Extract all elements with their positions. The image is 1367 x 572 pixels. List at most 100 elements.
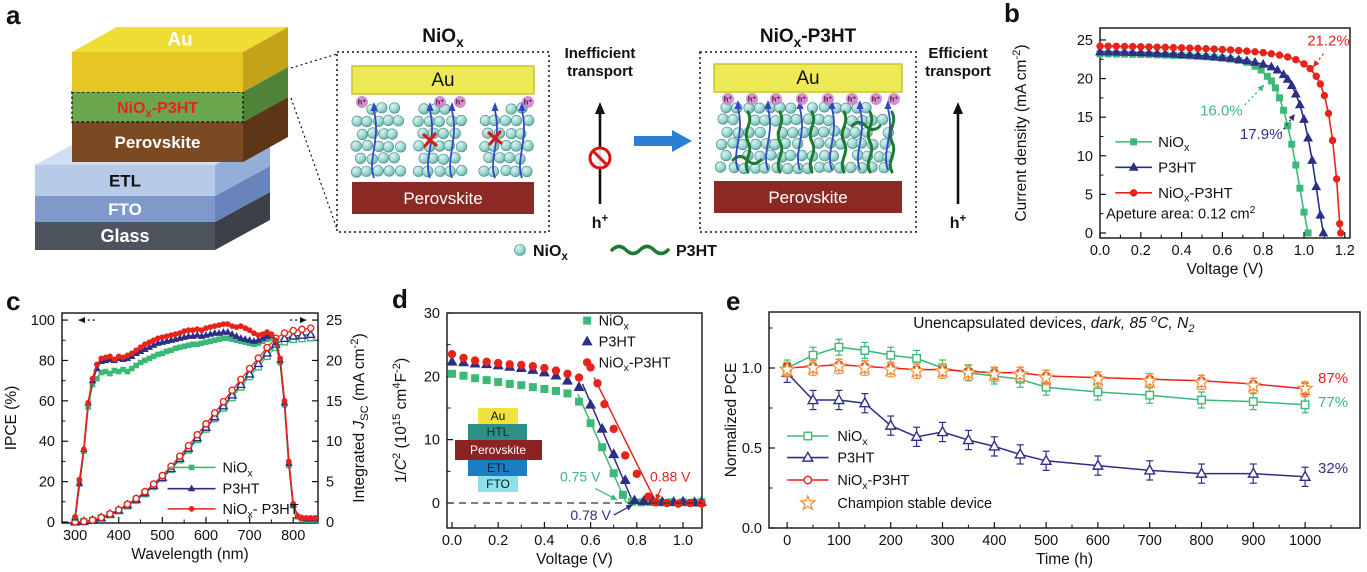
annotation-d	[594, 487, 618, 501]
label-text: NiOx	[422, 26, 464, 50]
label-text: 100	[827, 533, 851, 549]
annotation-d	[455, 440, 542, 460]
label-text: 16.0%	[1200, 103, 1243, 120]
label-text: NiOx	[837, 429, 868, 448]
legend-b: NiOx P3HT NiOx-P3HT	[1115, 134, 1233, 205]
label-text: NiOx-P3HT	[599, 355, 671, 374]
annotation-d: Perovskite	[470, 443, 526, 457]
label-text: 20	[424, 369, 440, 385]
label-text: 15	[326, 394, 342, 410]
label-text: 700	[237, 528, 261, 544]
annotation-d: 0.88 V	[650, 468, 691, 484]
legend-e: NiOx P3HT NiOx-P3HT Champion stable device	[787, 429, 992, 512]
label-text: Au	[491, 409, 506, 423]
panel-a-legend: NiOx P3HT	[514, 243, 717, 263]
label-text: NiOx	[223, 460, 254, 479]
label-text: Perovskite	[768, 188, 847, 207]
device-stack: Glass FTO ETL Perovskite NiOx-P3HT Au	[35, 27, 288, 250]
label-text: Inefficient	[565, 45, 636, 62]
label-text: 500	[1034, 533, 1058, 549]
label-text: h⁺	[436, 98, 445, 107]
label-text: 0.2	[488, 533, 508, 549]
label-text: 10	[326, 434, 342, 450]
label-text: 900	[1241, 533, 1265, 549]
annotation-e: 87%	[1318, 370, 1348, 387]
label-text: 5	[1085, 187, 1093, 203]
label-text: 0	[47, 515, 55, 531]
annotation-d	[468, 460, 527, 476]
label-text: Perovskite	[403, 189, 482, 208]
label-text: h⁺	[872, 95, 881, 104]
label-text: 200	[879, 533, 903, 549]
label-text: NiOx-P3HT	[1158, 185, 1233, 205]
label-text: Unencapsulated devices, dark, 85 oC, N2	[913, 313, 1195, 335]
label-text: 80	[39, 353, 55, 369]
label-text: 1.0	[673, 533, 693, 549]
label-text: 5	[326, 475, 334, 491]
label-text: h⁺	[724, 95, 733, 104]
annotation-d	[478, 408, 518, 424]
series-e-p3ht	[781, 362, 1312, 487]
label-text: NiOx-P3HT	[837, 473, 909, 492]
label-text: Perovskite	[470, 443, 526, 457]
label-text: Wavelength (nm)	[131, 546, 248, 563]
label-text: 800	[281, 528, 305, 544]
series-c-ipce-niox-p3ht	[72, 321, 318, 521]
label-text: Glass	[100, 226, 149, 246]
label-text: 100	[31, 313, 55, 329]
series-e-champion	[778, 357, 1314, 397]
label-text: NiOx- P3HT	[223, 502, 299, 521]
annotation-e: 32%	[1318, 460, 1348, 477]
label-text: 300	[930, 533, 954, 549]
label-text: 0	[432, 496, 440, 512]
label-text: Time (h)	[1036, 551, 1093, 568]
label-text: transport	[567, 63, 633, 80]
label-text: 1.0	[742, 361, 762, 377]
schematic-box: NiOx-P3HT Au Perovskite h⁺ h⁺ h⁺ h⁺ h⁺ h⁺ h⁺ h⁺	[699, 26, 917, 233]
annotation-b: 17.9%	[1240, 126, 1283, 143]
label-text: NiOx	[599, 314, 630, 333]
label-text: Perovskite	[115, 133, 201, 152]
panel-d-mott-schottky-chart: 0.0 0.2 0.4 0.6 0.8 1.0 0 10 20 30 Voltage (V) 1/C2…	[391, 306, 707, 568]
label-text: 0.8	[627, 533, 647, 549]
label-text: P3HT	[1158, 159, 1196, 176]
label-text: h⁺	[456, 98, 465, 107]
annotation-c	[78, 317, 95, 324]
panel-label-c: c	[6, 286, 21, 316]
legend-c: NiOx P3HT NiOx- P3HT	[167, 460, 299, 521]
panel-label-a: a	[6, 0, 21, 30]
label-text: Champion stable device	[837, 496, 992, 512]
label-text: FTO	[108, 200, 142, 219]
label-text: 25	[326, 313, 342, 329]
label-text: Integrated JSC (mA cm-2)	[349, 333, 371, 502]
label-text: Voltage (V)	[1187, 261, 1264, 278]
label-text: 25	[1077, 33, 1093, 49]
label-text: h⁺	[358, 98, 367, 107]
axes-b: 0.0 0.2 0.4 0.6 0.8 1.0 1.2 0 5 10 15 20 25 Voltage (…	[1011, 27, 1355, 278]
label-text: 600	[194, 528, 218, 544]
label-text: 0.0	[1090, 243, 1110, 259]
label-text: 1.0	[1294, 243, 1314, 259]
label-text: 400	[107, 528, 131, 544]
annotation-d	[468, 424, 527, 440]
panel-label-b: b	[1004, 0, 1020, 28]
label-text: ETL	[487, 461, 509, 475]
label-text: h⁺	[524, 98, 533, 107]
label-text: 0.0	[442, 533, 462, 549]
label-text: 0.6	[1212, 243, 1232, 259]
label-text: h⁺	[890, 95, 899, 104]
label-text: 21.2%	[1307, 32, 1350, 49]
label-text: 0.4	[534, 533, 554, 549]
label-text: h⁺	[798, 95, 807, 104]
annotation-d	[478, 476, 518, 492]
label-text: h⁺	[848, 95, 857, 104]
annotation-b	[1312, 53, 1324, 68]
label-text: 1000	[1289, 533, 1321, 549]
annotation-b: 16.0%	[1200, 103, 1243, 120]
annotation-c	[290, 317, 307, 324]
label-text: 800	[1189, 533, 1213, 549]
